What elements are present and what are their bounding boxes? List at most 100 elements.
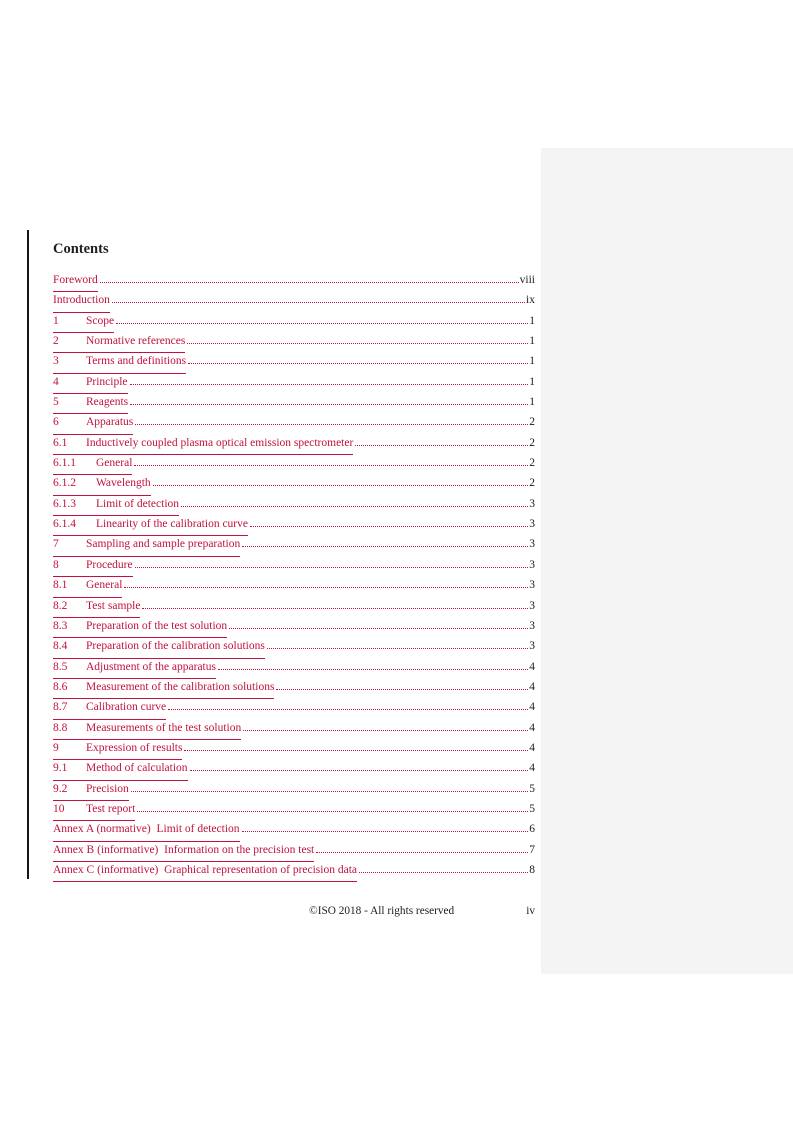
- toc-entry-number: 8.3: [53, 619, 68, 632]
- toc-entry-page-number: 8: [529, 863, 535, 876]
- toc-dotted-leader: [135, 424, 529, 426]
- toc-dotted-leader: [241, 831, 529, 833]
- toc-entry-link[interactable]: Annex C (informative) Graphical represen…: [53, 860, 357, 883]
- toc-entry-link[interactable]: 6.1.3 Limit of detection: [53, 494, 180, 517]
- toc-entry-number: 10: [53, 802, 65, 815]
- toc-entry-link[interactable]: 8.7 Calibration curve: [53, 697, 167, 720]
- toc-dotted-leader: [142, 607, 529, 609]
- toc-entry: Annex A (normative) Limit of detection 6: [53, 819, 535, 842]
- toc-entry-link[interactable]: 8.8 Measurements of the test solution: [53, 718, 242, 740]
- toc-dotted-leader: [250, 526, 529, 528]
- toc-entry-link[interactable]: Foreword: [53, 270, 98, 293]
- toc-entry-title: Test sample: [86, 599, 141, 612]
- toc-dotted-leader: [355, 444, 529, 446]
- toc-entry-link[interactable]: 6.1.4 Linearity of the calibration curve: [53, 514, 248, 537]
- copyright-notice: ©ISO 2018 - All rights reserved: [309, 905, 455, 917]
- toc-entry-title: Test report: [86, 802, 136, 815]
- toc-entry: 8.6 Measurement of the calibration solut…: [53, 677, 535, 700]
- toc-entry: 9.2 Precision 5: [53, 779, 535, 801]
- toc-dotted-leader: [152, 485, 529, 487]
- toc-entry-page-number: 1: [529, 375, 535, 388]
- toc-entry: 7 Sampling and sample preparation 3: [53, 534, 535, 557]
- toc-entry-number: 8.1: [53, 579, 68, 592]
- toc-entry: 6.1.3 Limit of detection 3: [53, 494, 535, 517]
- toc-entry: 4 Principle 1: [53, 372, 535, 395]
- toc-entry-link[interactable]: 8.2 Test sample: [53, 596, 141, 618]
- page-footer: ©ISO 2018 - All rights reserved iv: [53, 905, 535, 917]
- toc-entry: 2 Normative references 1: [53, 331, 535, 354]
- toc-dotted-leader: [184, 749, 529, 751]
- toc-entry-title: Preparation of the calibration solutions: [86, 640, 265, 653]
- toc-entry-page-number: 2: [529, 457, 535, 470]
- toc-entry-page-number: 4: [529, 701, 535, 714]
- toc-entry-title: Apparatus: [86, 416, 134, 429]
- toc-entry-title: Calibration curve: [86, 701, 167, 714]
- toc-dotted-leader: [111, 302, 526, 304]
- toc-entry-link[interactable]: 8.1 General: [53, 575, 123, 598]
- toc-entry-number: 8: [53, 558, 59, 571]
- toc-entry-link[interactable]: 2 Normative references: [53, 331, 186, 354]
- toc-entry-link[interactable]: 4 Principle: [53, 372, 128, 395]
- toc-entry-link[interactable]: 6 Apparatus: [53, 412, 134, 435]
- toc-entry: Annex C (informative) Graphical represen…: [53, 860, 535, 883]
- toc-entry-page-number: 3: [529, 599, 535, 612]
- toc-dotted-leader: [188, 363, 529, 365]
- toc-entry-link[interactable]: 1 Scope: [53, 311, 115, 334]
- toc-entry-page-number: 1: [529, 335, 535, 348]
- toc-entry-link[interactable]: 8.6 Measurement of the calibration solut…: [53, 677, 275, 700]
- toc-entry-link[interactable]: 9.1 Method of calculation: [53, 758, 188, 781]
- toc-entry: 8.3 Preparation of the test solution 3: [53, 616, 535, 639]
- toc-entry-link[interactable]: 8.5 Adjustment of the apparatus: [53, 657, 216, 679]
- toc-entry-link[interactable]: 3 Terms and definitions: [53, 351, 187, 374]
- toc-entry-link[interactable]: 7 Sampling and sample preparation: [53, 534, 241, 557]
- toc-entry-title: Linearity of the calibration curve: [96, 518, 248, 531]
- toc-entry: 6 Apparatus 2: [53, 412, 535, 435]
- table-of-contents: Foreword viii Introduction ix 1 Scope 1 …: [53, 270, 535, 883]
- toc-entry-number: 6.1.4: [53, 518, 76, 531]
- toc-entry-link[interactable]: 5 Reagents: [53, 392, 129, 415]
- toc-entry-link[interactable]: 9 Expression of results: [53, 738, 183, 761]
- toc-entry-link[interactable]: Introduction: [53, 290, 110, 313]
- toc-entry-number: 1: [53, 314, 59, 327]
- toc-entry-number: 5: [53, 396, 59, 409]
- toc-dotted-leader: [129, 383, 529, 385]
- toc-entry-link[interactable]: 6.1.2 Wavelength: [53, 473, 151, 496]
- toc-entry-title: Measurements of the test solution: [86, 721, 242, 734]
- toc-entry: Foreword viii: [53, 270, 535, 293]
- toc-entry-link[interactable]: 8.3 Preparation of the test solution: [53, 616, 228, 639]
- toc-entry-link[interactable]: 6.1 Inductively coupled plasma optical e…: [53, 433, 354, 456]
- toc-entry-page-number: ix: [526, 294, 535, 307]
- toc-entry: 9.1 Method of calculation 4: [53, 758, 535, 781]
- toc-entry-link[interactable]: 9.2 Precision: [53, 779, 129, 801]
- toc-entry-page-number: 2: [529, 436, 535, 449]
- toc-entry-number: 6.1: [53, 436, 68, 449]
- toc-entry-number: 6.1.1: [53, 457, 76, 470]
- toc-entry: 6.1.1 General 2: [53, 453, 535, 476]
- toc-entry-link[interactable]: 6.1.1 General: [53, 453, 133, 476]
- toc-entry-number: 9.2: [53, 782, 68, 795]
- toc-entry: 6.1.2 Wavelength 2: [53, 473, 535, 496]
- toc-entry-title: Annex A (normative) Limit of detection: [53, 823, 240, 836]
- toc-entry-page-number: 4: [529, 762, 535, 775]
- toc-entry-title: General: [96, 457, 133, 470]
- toc-entry-page-number: viii: [519, 274, 535, 286]
- toc-entry-link[interactable]: Annex A (normative) Limit of detection: [53, 819, 240, 842]
- toc-entry-page-number: 1: [529, 355, 535, 368]
- toc-entry-link[interactable]: 8.4 Preparation of the calibration solut…: [53, 636, 265, 659]
- toc-entry-page-number: 3: [529, 518, 535, 531]
- toc-entry: 8.7 Calibration curve 4: [53, 697, 535, 720]
- toc-dotted-leader: [229, 627, 529, 629]
- toc-entry-link[interactable]: 10 Test report: [53, 799, 136, 822]
- toc-entry: 10 Test report 5: [53, 799, 535, 822]
- contents-section: Contents Foreword viii Introduction ix 1…: [53, 241, 535, 883]
- toc-entry-title: Principle: [86, 375, 128, 388]
- toc-entry-link[interactable]: Annex B (informative) Information on the…: [53, 840, 315, 862]
- toc-entry-title: Expression of results: [86, 741, 183, 754]
- toc-entry-title: Scope: [86, 314, 115, 327]
- toc-entry-page-number: 3: [529, 619, 535, 632]
- folio-page-number: iv: [526, 905, 535, 917]
- toc-entry-page-number: 5: [529, 782, 535, 795]
- toc-entry-title: Adjustment of the apparatus: [86, 660, 216, 673]
- toc-entry-title: Precision: [86, 782, 129, 795]
- toc-entry-link[interactable]: 8 Procedure: [53, 555, 133, 578]
